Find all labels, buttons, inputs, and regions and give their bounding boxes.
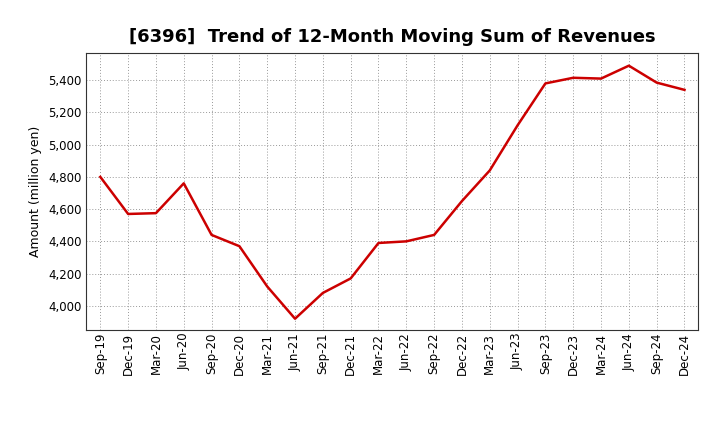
Y-axis label: Amount (million yen): Amount (million yen)	[30, 126, 42, 257]
Title: [6396]  Trend of 12-Month Moving Sum of Revenues: [6396] Trend of 12-Month Moving Sum of R…	[129, 28, 656, 46]
